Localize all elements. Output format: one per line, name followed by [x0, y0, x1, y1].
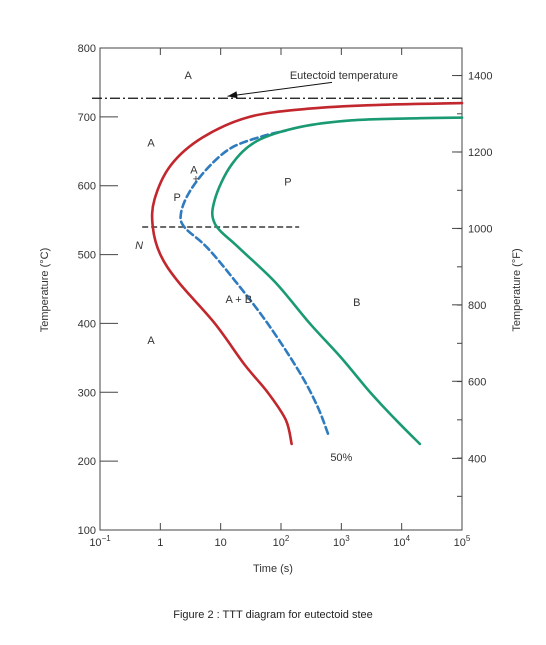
y-tick-label-left: 700 [78, 112, 96, 124]
region-label: A + B [226, 294, 253, 306]
chart-lines [92, 81, 464, 446]
region-label: B [353, 297, 360, 309]
region-label: A [190, 164, 198, 176]
region-label: A [147, 137, 155, 149]
x-tick-label: 102 [273, 534, 290, 549]
x-tick-exponent: −1 [102, 534, 112, 543]
y-tick-label-left: 500 [78, 250, 96, 262]
x-tick-exponent: 3 [345, 534, 350, 543]
region-label: + [193, 173, 199, 185]
y-tick-label-left: 400 [78, 318, 96, 330]
x-tick-exponent: 4 [406, 534, 411, 543]
eutectoid-arrowhead [227, 91, 238, 99]
eutectoid-label: Eutectoid temperature [290, 70, 398, 82]
y-tick-label-right: 1000 [468, 223, 492, 235]
curve-half [179, 129, 330, 435]
y-tick-label-right: 400 [468, 453, 486, 465]
x-axis-title: Time (s) [253, 563, 293, 575]
y-tick-label-left: 100 [78, 525, 96, 537]
region-label: P [284, 177, 291, 189]
region-label: P [173, 192, 180, 204]
x-tick-exponent: 2 [285, 534, 290, 543]
y-tick-label-left: 200 [78, 456, 96, 468]
x-tick-label: 103 [333, 534, 350, 549]
x-tick-label: 10 [215, 537, 227, 549]
y-tick-label-right: 800 [468, 300, 486, 312]
y-axis-title-right: Temperature (°F) [511, 248, 523, 331]
y-tick-label-right: 1400 [468, 71, 492, 83]
n-point-label: N [135, 240, 143, 252]
y-tick-label-left: 800 [78, 43, 96, 55]
region-label: A [147, 335, 155, 347]
region-label: 50% [330, 452, 352, 464]
x-tick-label: 104 [393, 534, 410, 549]
x-tick-label: 105 [454, 534, 471, 549]
y-tick-label-right: 600 [468, 376, 486, 388]
x-tick-exponent: 5 [466, 534, 471, 543]
y-tick-label-right: 1200 [468, 147, 492, 159]
x-tick-label: 1 [157, 537, 163, 549]
eutectoid-arrow [227, 81, 333, 97]
figure-caption: Figure 2 : TTT diagram for eutectoid ste… [173, 609, 373, 621]
y-axis-title-left: Temperature (°C) [39, 248, 51, 332]
curve-finish [210, 116, 464, 446]
y-tick-label-left: 600 [78, 181, 96, 193]
y-tick-label-left: 300 [78, 387, 96, 399]
region-label: A [185, 70, 193, 82]
curve-start [150, 101, 464, 446]
